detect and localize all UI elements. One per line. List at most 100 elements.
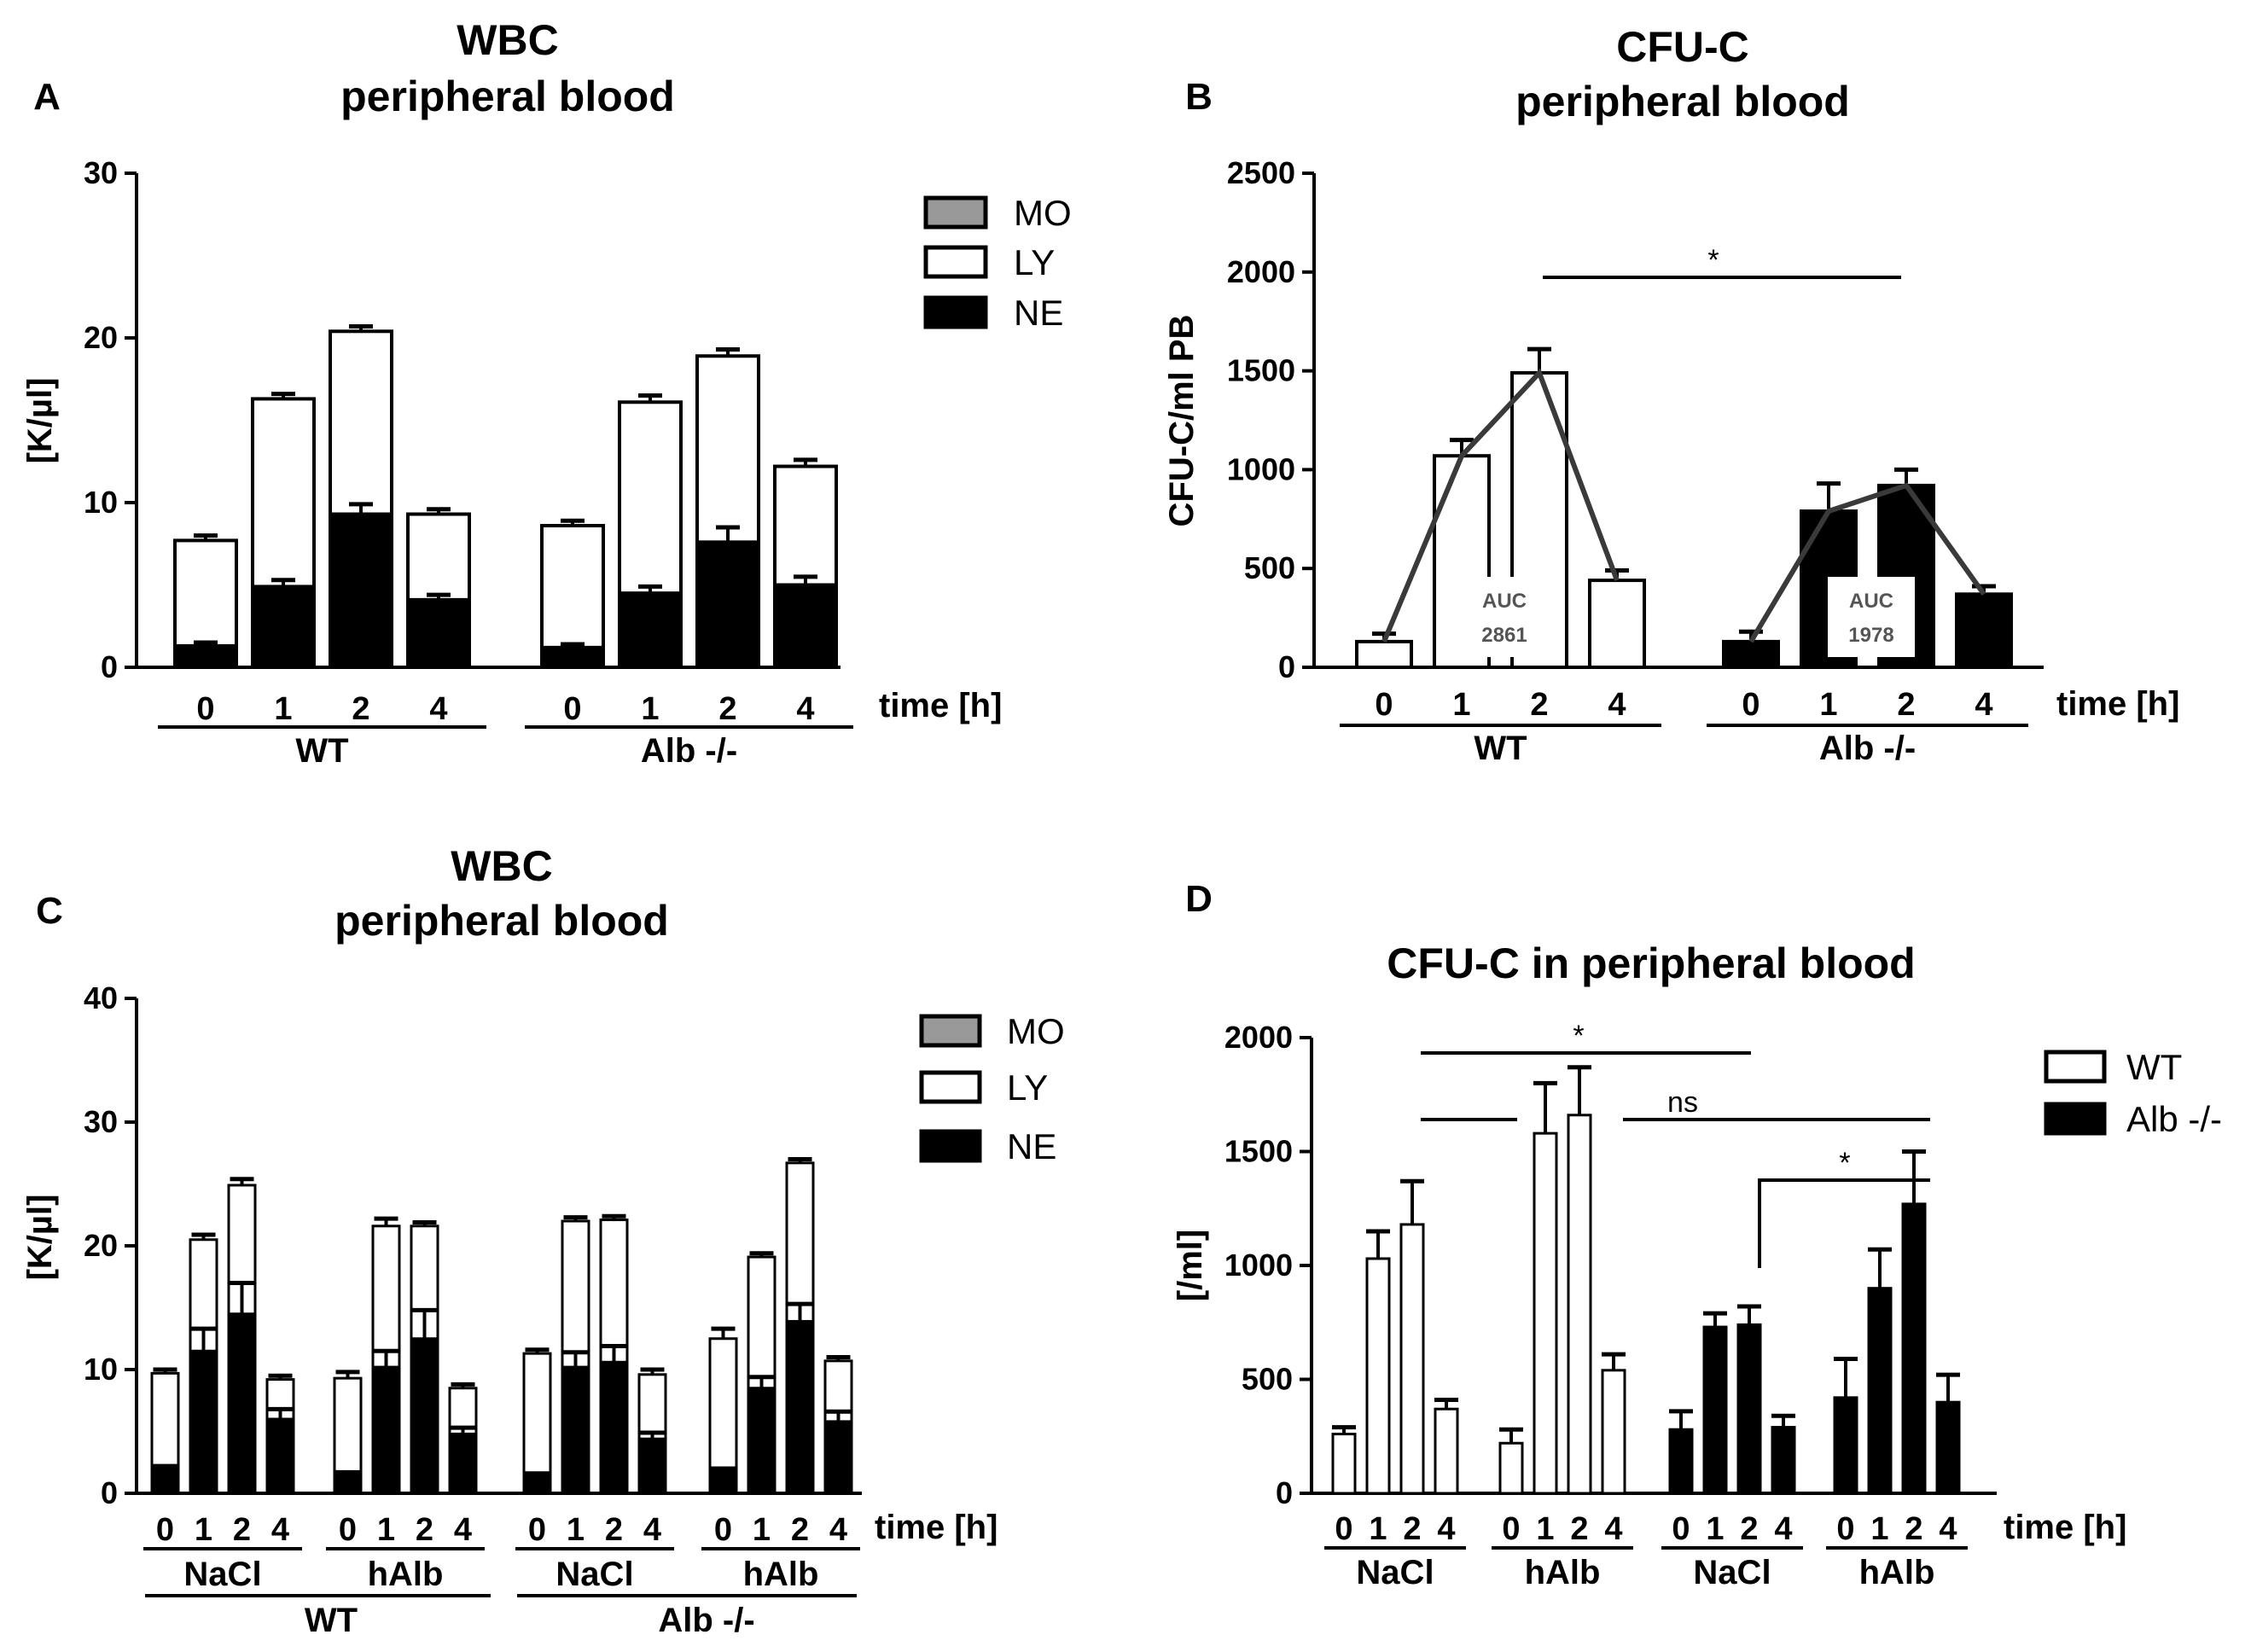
panel-b-y-label: CFU-C/ml PB (1163, 315, 1201, 527)
panel-c-title-line2: peripheral blood (334, 897, 669, 945)
bar-d-0-0 (1331, 1433, 1357, 1495)
panel-b-auc-box-1 (1828, 577, 1915, 657)
bar-d-3-1 (1867, 1287, 1893, 1495)
panel-c-x-tick-3-1: 1 (753, 1512, 771, 1548)
bar-ne-c-1-0 (333, 1473, 363, 1495)
panel-a-x-tick-0-2: 2 (352, 691, 369, 727)
panel-b-x-tick-0-3: 4 (1608, 687, 1626, 723)
panel-d-y-tick-label-3: 1500 (1224, 1134, 1293, 1169)
panel-d-x-tick-1-2: 2 (1570, 1511, 1588, 1547)
bar-ne-c-2-1 (561, 1365, 590, 1495)
panel-b-auc-title-0: AUC (1482, 590, 1527, 613)
panel-d-x-tick-2-0: 0 (1672, 1511, 1690, 1547)
panel-c-y-tick-label-3: 30 (84, 1104, 118, 1139)
panel-b-y-tick-label-5: 2500 (1227, 155, 1295, 190)
panel-d-legend-label-1: Alb -/- (2126, 1099, 2222, 1139)
panel-c-x-tick-1-2: 2 (416, 1512, 433, 1548)
panel-c-x-tick-0-0: 0 (156, 1512, 174, 1548)
bar-ne-0-3 (406, 597, 471, 669)
panel-c-legend-swatch-2 (919, 1129, 982, 1163)
panel-c-y-tick-label-1: 10 (84, 1352, 118, 1387)
panel-c-title-line1: WBC (451, 842, 552, 890)
panel-d-x-tick-1-0: 0 (1502, 1511, 1520, 1547)
panel-b-x-tick-1-2: 2 (1897, 687, 1915, 723)
bar-ne-c-2-0 (522, 1475, 552, 1495)
panel-c-x-tick-2-0: 0 (528, 1512, 546, 1548)
panel-c-parent-label-1: Alb -/- (658, 1602, 754, 1639)
bar-d-1-1 (1533, 1131, 1558, 1495)
bar-cfu-1-0 (1722, 639, 1780, 670)
bar-ne-c-1-1 (371, 1365, 401, 1495)
panel-d-y-tick-label-1: 500 (1242, 1362, 1293, 1397)
bar-cfu-0-3 (1588, 579, 1646, 670)
panel-d-sub-label-1: hAlb (1525, 1554, 1601, 1591)
bar-d-0-1 (1365, 1257, 1391, 1495)
panel-c-x-tick-1-3: 4 (454, 1512, 472, 1548)
panel-b-x-tick-0-1: 1 (1452, 687, 1470, 723)
panel-c-x-tick-3-3: 4 (829, 1512, 847, 1548)
panel-c-legend-label-1: LY (1007, 1067, 1048, 1108)
bar-ne-c-1-2 (410, 1337, 439, 1495)
panel-c-y-label: [K/µl] (21, 1195, 59, 1281)
panel-a-x-tick-0-3: 4 (429, 691, 447, 727)
panel-d-x-tick-2-3: 4 (1774, 1511, 1792, 1547)
panel-b-y-tick-label-0: 0 (1278, 649, 1295, 684)
bar-ne-0-0 (173, 643, 238, 669)
panel-b-x-tick-1-3: 4 (1975, 687, 1992, 723)
panel-a-x-tick-1-0: 0 (563, 691, 581, 727)
bar-d-0-3 (1434, 1407, 1459, 1495)
bar-ne-0-1 (251, 585, 316, 669)
panel-c-x-tick-0-1: 1 (195, 1512, 212, 1548)
bar-d-2-3 (1771, 1426, 1796, 1495)
panel-c-x-tick-2-3: 4 (643, 1512, 661, 1548)
panel-d-legend-swatch-0 (2044, 1050, 2107, 1084)
bar-ne-c-2-2 (599, 1360, 629, 1495)
panel-c-x-tick-3-2: 2 (791, 1512, 809, 1548)
panel-b-group-label-1: Alb -/- (1819, 730, 1916, 767)
panel-d-y-tick-label-4: 2000 (1224, 1020, 1293, 1055)
panel-b-x-tick-0-0: 0 (1375, 687, 1393, 723)
panel-c-x-tick-0-3: 4 (271, 1512, 289, 1548)
bar-ne-1-3 (773, 583, 838, 669)
panel-a-legend-label-2: NE (1014, 293, 1063, 333)
panel-d-x-tick-0-3: 4 (1437, 1511, 1455, 1547)
bar-ne-1-1 (618, 591, 683, 670)
panel-c-x-label: time [h] (875, 1509, 998, 1546)
panel-c-x-tick-2-1: 1 (567, 1512, 585, 1548)
panel-a-legend-swatch-0 (923, 195, 988, 230)
panel-d-sig-label-1: * (1573, 1020, 1584, 1052)
bar-d-0-2 (1399, 1223, 1425, 1495)
panel-d-x-tick-3-0: 0 (1836, 1511, 1854, 1547)
bar-ne-0-2 (329, 512, 393, 670)
panel-d-x-tick-3-1: 1 (1870, 1511, 1888, 1547)
panel-b-x-tick-1-1: 1 (1819, 687, 1837, 723)
bar-ne-c-2-3 (637, 1437, 667, 1495)
bar-d-1-0 (1498, 1441, 1524, 1495)
panel-b-title-line2: peripheral blood (1515, 78, 1850, 125)
panel-b-auc-value-1: 1978 (1848, 624, 1893, 647)
bar-ne-c-3-0 (708, 1469, 738, 1495)
bar-ne-c-3-3 (823, 1420, 853, 1495)
panel-b-group-label-0: WT (1474, 730, 1527, 767)
panel-c-y-tick-label-4: 40 (84, 980, 118, 1015)
panel-a-letter: A (33, 76, 61, 118)
panel-c-legend-label-2: NE (1007, 1126, 1056, 1166)
bar-d-1-2 (1567, 1114, 1592, 1495)
panel-a-group-label-0: WT (295, 732, 348, 770)
panel-d-y-tick-label-0: 0 (1276, 1475, 1293, 1510)
panel-d-y-tick-label-2: 1000 (1224, 1248, 1293, 1283)
panel-d-x-label: time [h] (2004, 1509, 2126, 1546)
panel-c-y-tick-label-0: 0 (101, 1475, 118, 1510)
panel-d-title: CFU-C in peripheral blood (1387, 939, 1915, 987)
bar-d-2-2 (1736, 1323, 1762, 1495)
panel-c-sub-label-3: hAlb (743, 1556, 819, 1593)
panel-b-y-tick-label-3: 1500 (1227, 353, 1295, 388)
bar-d-3-3 (1935, 1400, 1961, 1495)
panel-b-trend-line-1 (1748, 482, 1986, 643)
panel-b-trend-line-0 (1381, 368, 1620, 643)
panel-c-x-tick-0-2: 2 (233, 1512, 251, 1548)
panel-a-legend-swatch-1 (923, 245, 988, 279)
panel-c-x-tick-1-0: 0 (339, 1512, 357, 1548)
bar-d-3-2 (1901, 1202, 1927, 1495)
